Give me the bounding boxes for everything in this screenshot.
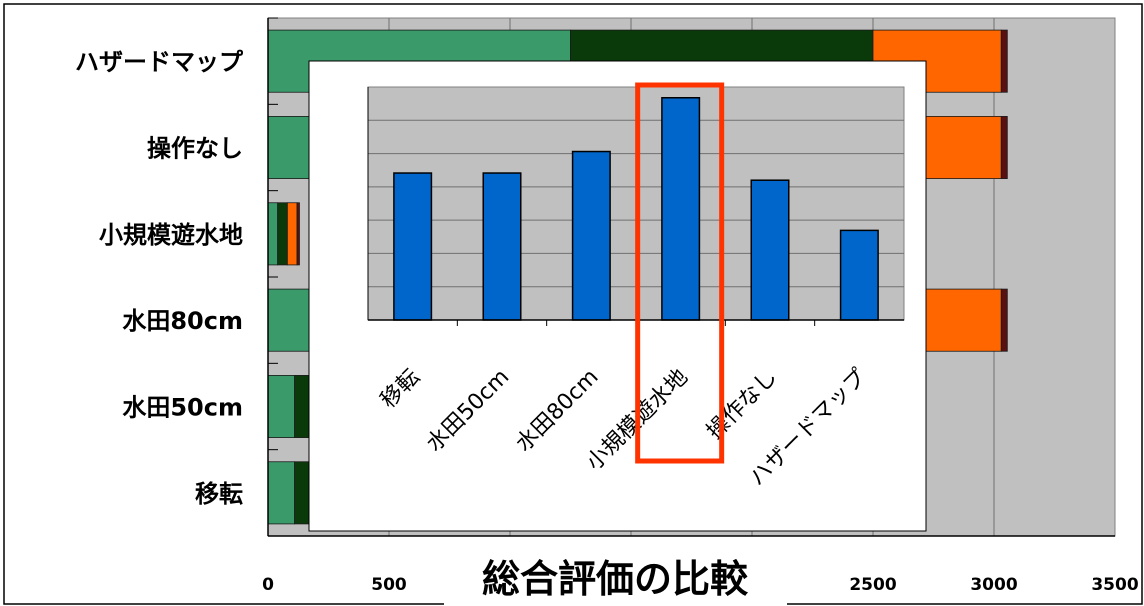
- category-label: 水田80cm: [122, 307, 243, 335]
- category-label: 操作なし: [147, 135, 243, 163]
- bar-segment: [1000, 288, 1008, 352]
- bar-segment: [267, 461, 296, 525]
- inset-bar: [393, 172, 433, 321]
- x-tick-label: 3500: [1091, 575, 1138, 595]
- x-tick-label: 2500: [849, 575, 896, 595]
- inset-bar: [661, 97, 701, 321]
- x-tick-label: 0: [262, 575, 274, 595]
- bar-segment: [1000, 116, 1008, 179]
- title-background: [444, 538, 787, 606]
- chart-title: 総合評価の比較: [482, 557, 749, 601]
- category-label: 移転: [195, 480, 243, 508]
- inset-bar: [839, 229, 879, 321]
- title-box: 総合評価の比較: [444, 538, 787, 606]
- bar-segment: [267, 375, 296, 438]
- highlight-box: [635, 82, 725, 464]
- bar-segment: [1000, 29, 1008, 93]
- x-tick-label: 500: [371, 575, 407, 595]
- category-label: ハザードマップ: [75, 48, 244, 76]
- inset-bar: [482, 172, 522, 321]
- inset-bar: [750, 179, 790, 321]
- bar-segment: [277, 202, 288, 266]
- category-label: 水田50cm: [122, 394, 243, 422]
- bar-segment: [296, 202, 300, 266]
- bar-segment: [267, 202, 279, 266]
- bar-segment: [286, 202, 298, 266]
- category-label: 小規模遊水地: [99, 221, 243, 249]
- inset-bar: [571, 150, 611, 321]
- x-tick-label: 3000: [970, 575, 1017, 595]
